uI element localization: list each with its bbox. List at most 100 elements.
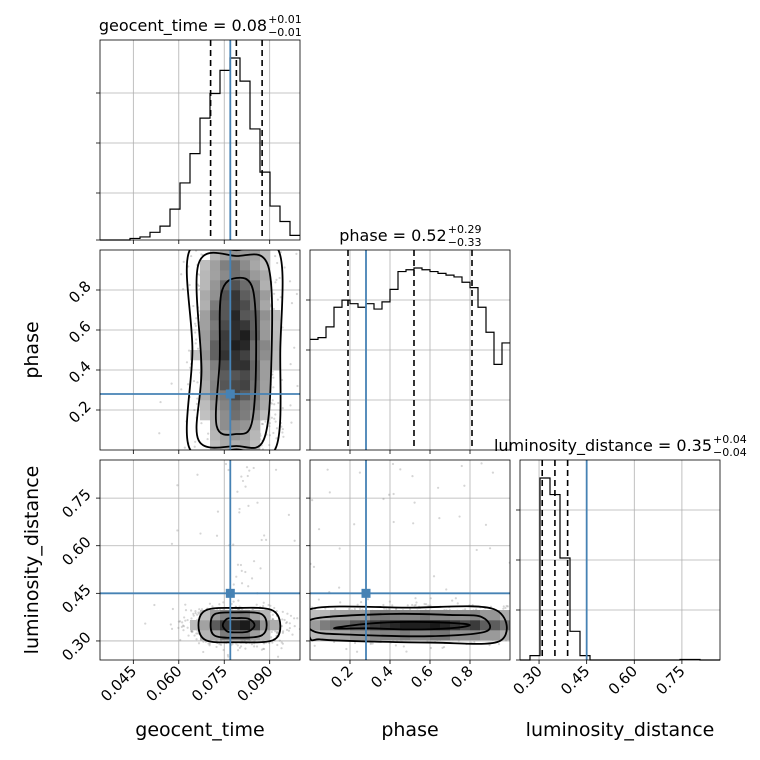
sample-point xyxy=(264,420,267,423)
sample-point xyxy=(196,381,199,384)
density-cell xyxy=(200,330,211,341)
density-cell xyxy=(200,340,211,351)
density-cell xyxy=(270,330,281,341)
density-cell xyxy=(200,410,211,421)
density-cell xyxy=(260,610,271,621)
sample-point xyxy=(272,431,275,435)
sample-point xyxy=(144,622,147,625)
sample-point xyxy=(185,361,189,364)
sample-point xyxy=(366,598,370,601)
density-cell xyxy=(200,290,211,301)
x-tick-label: 0.060 xyxy=(143,662,186,705)
density-cell xyxy=(500,610,510,621)
density-cell xyxy=(250,410,261,421)
density-cell xyxy=(240,420,251,431)
density-cell xyxy=(220,260,231,271)
sample-point xyxy=(231,643,234,646)
density-cell xyxy=(390,610,401,621)
sample-point xyxy=(238,507,241,511)
density-cell xyxy=(400,630,411,641)
title-phase: phase = 0.52 +0.29−0.33 xyxy=(339,223,481,249)
y-tick-label: 0.2 xyxy=(65,397,95,427)
density-cell xyxy=(430,630,441,641)
hist-panel-luminosity_distance: luminosity_distance = 0.35 +0.04−0.04 xyxy=(494,433,747,661)
density-cell xyxy=(230,300,241,311)
sample-point xyxy=(288,622,291,625)
sample-point xyxy=(153,603,156,607)
sample-point xyxy=(423,602,426,606)
density-cell xyxy=(250,340,261,351)
density-cell xyxy=(230,440,241,450)
density-cell xyxy=(500,620,510,631)
title-luminosity_distance: luminosity_distance = 0.35 +0.04−0.04 xyxy=(494,433,747,459)
x-axis-geocent_time: 0.045 0.060 0.075 0.090 geocent_time xyxy=(97,660,277,741)
sample-point xyxy=(270,416,273,419)
density-cell xyxy=(210,320,221,331)
sample-point xyxy=(224,462,228,466)
sample-point xyxy=(429,597,432,600)
sample-point xyxy=(270,402,273,405)
sample-point xyxy=(240,582,244,585)
sample-point xyxy=(240,569,243,572)
sample-point xyxy=(244,570,247,574)
x-tick-label: 0.30 xyxy=(510,662,546,698)
sample-point xyxy=(502,607,505,610)
density-cell xyxy=(200,270,211,281)
sample-point xyxy=(208,644,211,647)
sample-point xyxy=(312,565,316,568)
density-cell xyxy=(200,320,211,331)
sample-point xyxy=(186,626,189,629)
density-cell xyxy=(210,400,221,411)
density-cell xyxy=(240,380,251,391)
sample-point xyxy=(182,260,185,263)
y-tick-label: 0.8 xyxy=(65,277,95,307)
y-axis-label-luminosity_distance: luminosity_distance xyxy=(21,466,43,655)
density-cell xyxy=(210,310,221,321)
sample-point xyxy=(236,490,239,493)
density-cell xyxy=(220,270,231,281)
sample-point xyxy=(281,618,284,621)
density-cell xyxy=(260,370,271,381)
sample-point xyxy=(392,520,395,524)
sample-point xyxy=(274,281,277,284)
sample-point xyxy=(271,613,274,616)
sample-point xyxy=(195,317,198,320)
x-axis-label-luminosity_distance: luminosity_distance xyxy=(526,719,715,741)
density-cell xyxy=(270,360,281,371)
density-cell xyxy=(250,420,261,431)
sample-point xyxy=(273,403,276,406)
sample-point xyxy=(264,538,268,541)
y-tick-label: 0.4 xyxy=(65,357,95,387)
density-cell xyxy=(200,620,211,631)
density-cell xyxy=(220,630,231,641)
sample-point xyxy=(255,645,259,648)
sample-point xyxy=(348,607,351,611)
sample-point xyxy=(382,603,385,607)
sample-point xyxy=(394,644,397,647)
sample-point xyxy=(310,562,312,566)
sample-point xyxy=(293,625,296,628)
sample-point xyxy=(473,641,476,644)
sample-point xyxy=(275,278,278,281)
axes-frame xyxy=(99,459,301,661)
sample-point xyxy=(177,620,181,623)
sample-point xyxy=(411,603,414,607)
sample-point xyxy=(338,547,341,550)
density-cell xyxy=(220,310,231,321)
density-cell xyxy=(260,300,271,311)
sample-point xyxy=(261,422,264,426)
sample-point xyxy=(458,515,461,518)
density-cell xyxy=(240,390,251,401)
sample-point xyxy=(192,379,196,383)
y-axis-phase: 0.2 0.4 0.6 0.8 phase xyxy=(21,277,100,427)
density-cell xyxy=(480,610,491,621)
sample-point xyxy=(186,383,190,386)
sample-point xyxy=(247,585,250,588)
density-cell xyxy=(270,620,281,631)
density-cell xyxy=(230,350,241,361)
sample-point xyxy=(263,647,266,651)
x-tick-label: 0.6 xyxy=(407,662,437,692)
sample-point xyxy=(180,625,183,629)
sample-point xyxy=(250,643,254,646)
density-cell xyxy=(240,260,251,271)
